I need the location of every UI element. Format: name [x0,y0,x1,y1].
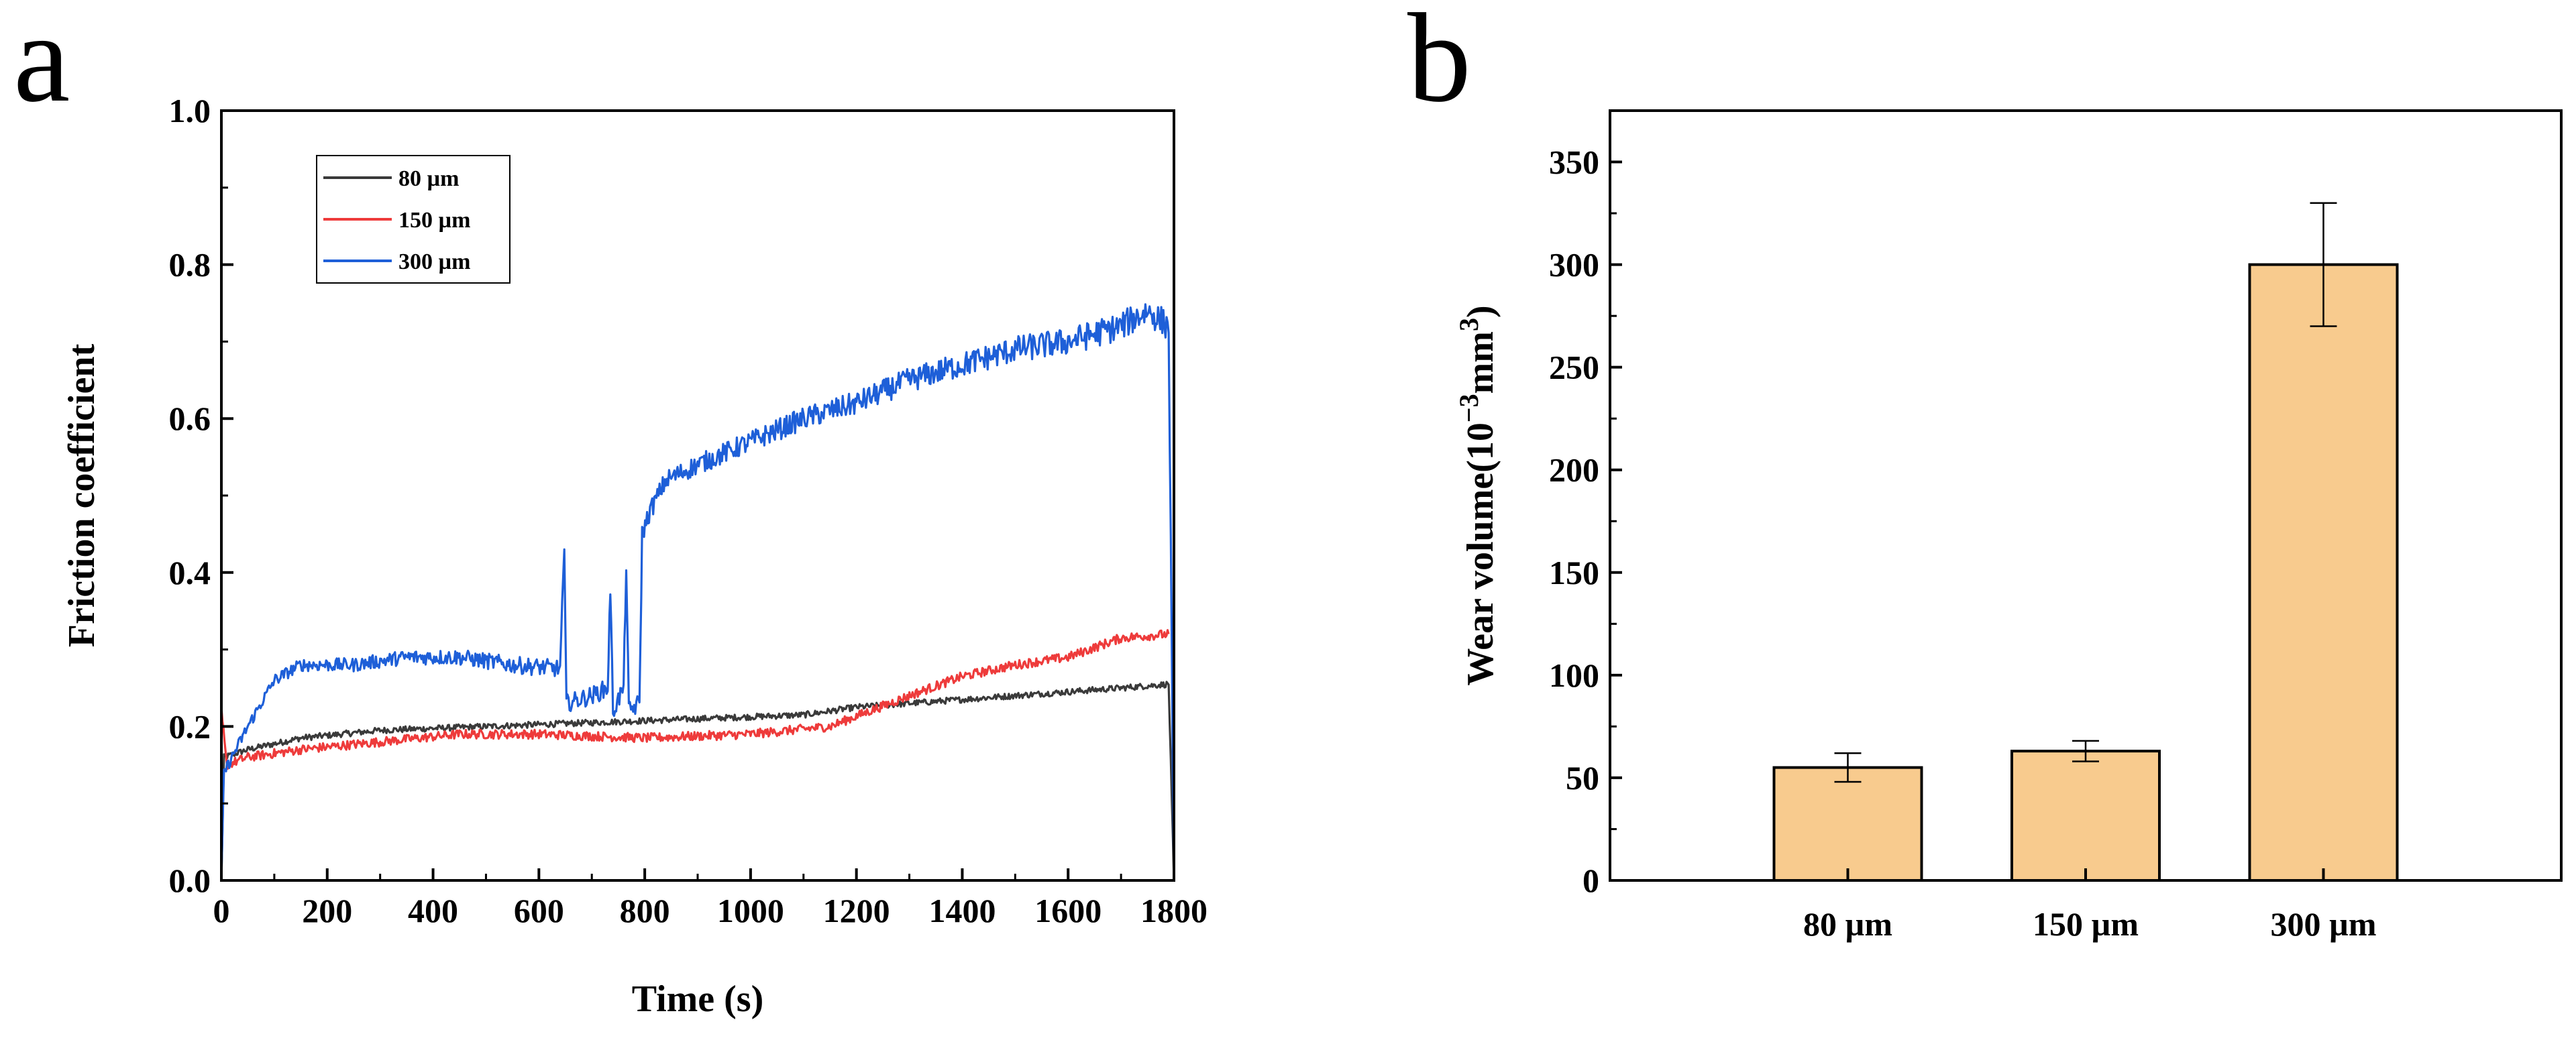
legend-label-80um: 80 µm [398,166,459,191]
friction-series-group [220,303,1175,881]
y-tick-label: 0 [1582,862,1599,899]
error-bar [1834,752,1862,783]
x-category-label: 150 µm [2033,905,2139,943]
x-tick-label: 800 [620,892,670,929]
wear-volume-chart: 80 µm 150 µm 300 µm 050100150200250300350 … [1454,109,2563,943]
x-category-label: 80 µm [1803,905,1892,943]
wear-y-title-exponent-2: 3 [1454,318,1484,331]
friction-y-axis-title: Friction coefficient [61,343,103,647]
y-tick-label: 200 [1549,451,1599,489]
y-tick-label: 0.4 [169,554,211,591]
wear-y-title-prefix: Wear volume(10 [1460,422,1501,685]
bar-80m [1772,766,1923,882]
wear-y-title-exponent-1: −3 [1454,394,1484,422]
x-tick-label: 400 [408,892,458,929]
y-tick-label: 0.0 [169,862,211,899]
y-tick-label: 100 [1549,656,1599,694]
y-tick-label: 150 [1549,554,1599,591]
legend-label-150um: 150 µm [398,208,470,233]
wear-y-axis-title: Wear volume(10−3mm3) [1454,305,1501,685]
x-tick-label: 1200 [823,892,890,929]
error-bar [2310,202,2337,327]
x-tick-label: 1400 [928,892,996,929]
legend-item-300um: 300 µm [323,249,470,274]
y-tick-label: 300 [1549,246,1599,284]
y-tick-label: 0.6 [169,400,211,437]
wear-bars-group [1772,202,2399,882]
y-tick-label: 0.2 [169,707,211,745]
error-bar [2072,740,2099,762]
friction-x-axis-title: Time (s) [632,978,764,1020]
wear-y-title-suffix: ) [1460,305,1501,318]
x-tick-label: 200 [302,892,352,929]
friction-x-axis: 0 200 400 600 800 1000 1200 1400 1600 1800 [213,868,1208,929]
x-tick-label: 600 [514,892,564,929]
x-tick-label: 1000 [717,892,784,929]
wear-y-title-unit: mm [1460,331,1501,394]
series-line-300m [220,303,1175,881]
legend-label-300um: 300 µm [398,249,470,274]
y-tick-label: 0.8 [169,246,211,284]
friction-legend: 80 µm 150 µm 300 µm [316,155,511,284]
panel-label-a: a [13,0,70,129]
friction-y-axis: 0.0 0.2 0.4 0.6 0.8 1.0 [169,92,233,899]
x-tick-label: 0 [213,892,230,929]
friction-coefficient-chart: 0 200 400 600 800 1000 1200 1400 1600 1800 0.0 0.2… [61,92,1208,1020]
y-tick-label: 50 [1566,759,1599,797]
series-line-80m [220,681,1175,881]
bar-300m [2248,263,2399,882]
y-tick-label: 350 [1549,143,1599,181]
series-line-150m [220,629,1170,770]
wear-x-axis: 80 µm 150 µm 300 µm [1803,868,2376,943]
bar-150m [2010,750,2161,882]
panel-label-b: b [1407,0,1471,129]
y-tick-label: 250 [1549,349,1599,386]
x-tick-label: 1600 [1034,892,1102,929]
x-tick-label: 1800 [1140,892,1208,929]
x-category-label: 300 µm [2271,905,2377,943]
y-tick-label: 1.0 [169,92,211,129]
legend-item-80um: 80 µm [323,166,459,191]
wear-y-axis: 0 50 100 150 200 250 300 350 [1549,143,1622,899]
legend-item-150um: 150 µm [323,208,470,233]
